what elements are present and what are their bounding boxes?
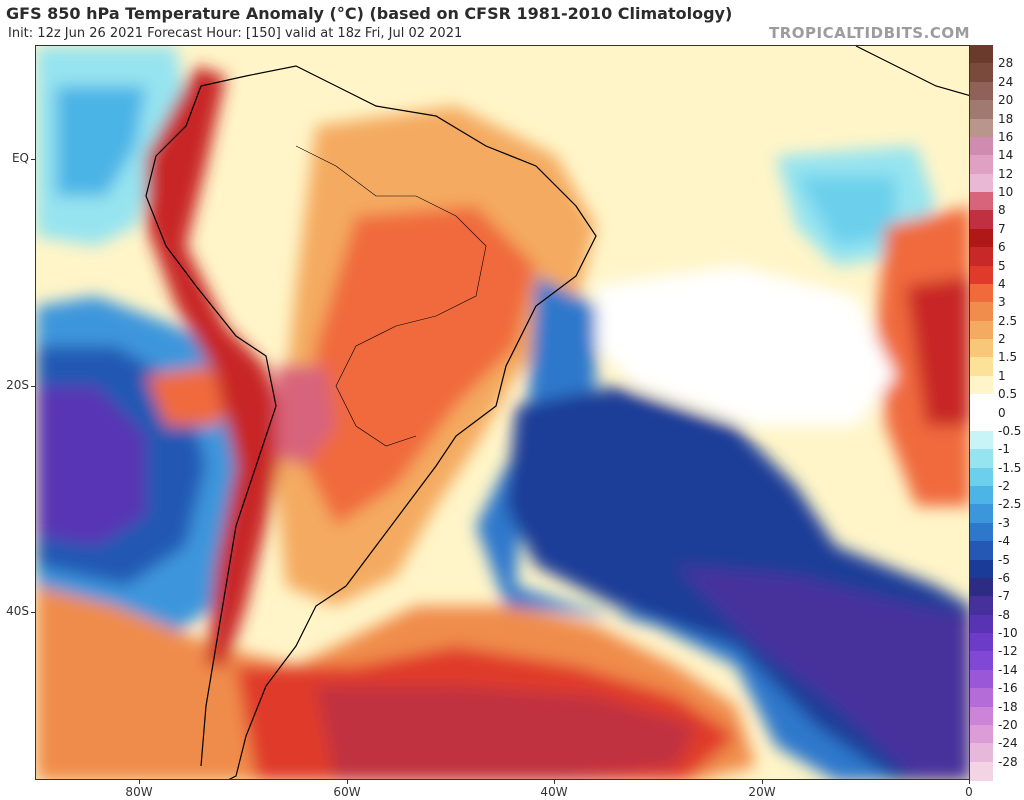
brand-watermark: TROPICALTIDBITS.COM (769, 24, 970, 42)
legend-swatch (970, 430, 993, 450)
legend-swatch (970, 192, 993, 211)
legend-swatch (970, 651, 993, 671)
legend-swatch (970, 412, 993, 432)
lat-label-20s: 20S (6, 378, 29, 392)
legend-label: 1 (998, 368, 1006, 383)
legend-swatch (970, 210, 993, 230)
legend-label: -8 (998, 607, 1010, 622)
legend-label: -2 (998, 479, 1010, 493)
legend-swatch (970, 339, 993, 358)
legend-label: -18 (998, 699, 1018, 714)
legend-swatch (970, 688, 993, 707)
legend-label: -0.5 (998, 423, 1022, 438)
legend-swatch (970, 596, 993, 616)
map-title: GFS 850 hPa Temperature Anomaly (°C) (ba… (6, 4, 733, 23)
legend-swatch (970, 743, 993, 763)
lat-label-40s: 40S (6, 604, 29, 618)
anomaly-map (35, 45, 970, 780)
lon-label-40w: 40W (540, 785, 568, 799)
legend-swatch-top (970, 45, 993, 64)
legend-swatch (970, 118, 993, 138)
legend-swatch (970, 100, 993, 119)
legend-label: 10 (998, 185, 1014, 199)
legend-swatch (970, 761, 993, 781)
legend-label: -20 (998, 717, 1018, 732)
legend-swatch (970, 63, 993, 83)
legend-label: 16 (998, 129, 1014, 144)
legend-label: 14 (998, 148, 1014, 163)
legend-label: -4 (998, 534, 1010, 549)
legend-label: 6 (998, 240, 1006, 255)
legend-swatch (970, 522, 993, 542)
legend-swatch (970, 486, 993, 505)
legend-label: -14 (998, 662, 1018, 677)
run-info: Init: 12z Jun 26 2021 Forecast Hour: [15… (8, 26, 463, 41)
lon-label-60w: 60W (333, 785, 361, 799)
legend-swatch (970, 614, 993, 634)
legend-swatch (970, 504, 993, 524)
legend-label: 1.5 (998, 350, 1018, 365)
legend-swatch (970, 577, 993, 597)
legend-swatch (970, 357, 993, 377)
legend-label: -2.5 (998, 497, 1022, 512)
legend-label: -10 (998, 626, 1018, 640)
legend-swatch (970, 467, 993, 487)
legend-label: 0.5 (998, 387, 1018, 402)
legend-swatch (970, 228, 993, 248)
legend-label: -1 (998, 442, 1010, 457)
coastlines (145, 46, 969, 779)
legend-swatch (970, 320, 993, 340)
lat-label-eq: EQ (11, 151, 29, 165)
anomaly-field (36, 46, 969, 779)
legend-swatch (970, 375, 993, 395)
color-scale-legend (970, 45, 993, 781)
legend-label: 12 (998, 166, 1014, 181)
legend-swatch (970, 283, 993, 303)
legend-label: 18 (998, 111, 1014, 126)
legend-swatch (970, 633, 993, 652)
legend-swatch (970, 394, 993, 413)
legend-label: -5 (998, 552, 1010, 567)
legend-label: 2.5 (998, 313, 1018, 328)
legend-swatch (970, 136, 993, 156)
legend-label: 4 (998, 276, 1006, 291)
legend-label: -7 (998, 589, 1010, 604)
legend-swatch (970, 559, 993, 579)
lon-label-0: 0 (965, 785, 973, 799)
legend-label: 2 (998, 332, 1006, 346)
legend-swatch (970, 706, 993, 726)
legend-label: -6 (998, 570, 1010, 585)
legend-label: -3 (998, 515, 1010, 530)
legend-label: -12 (998, 644, 1018, 659)
legend-swatch (970, 173, 993, 193)
lon-label-20w: 20W (748, 785, 776, 799)
legend-label: 0 (998, 405, 1006, 420)
legend-label: 3 (998, 295, 1006, 310)
legend-swatch (970, 541, 993, 560)
legend-label: -16 (998, 681, 1018, 696)
legend-swatch (970, 81, 993, 101)
legend-swatch (970, 155, 993, 175)
legend-label: -28 (998, 754, 1018, 769)
legend-swatch (970, 302, 993, 322)
legend-label: -1.5 (998, 460, 1022, 475)
legend-swatch (970, 265, 993, 285)
legend-label: 7 (998, 221, 1006, 236)
legend-label: -24 (998, 736, 1018, 751)
legend-swatch (970, 247, 993, 266)
legend-swatch (970, 449, 993, 469)
legend-label: 24 (998, 74, 1014, 89)
legend-swatch (970, 669, 993, 689)
legend-swatch (970, 724, 993, 744)
legend-label: 5 (998, 258, 1006, 273)
lon-label-80w: 80W (125, 785, 153, 799)
legend-label: 20 (998, 93, 1014, 108)
legend-label: 8 (998, 203, 1006, 218)
legend-label: 28 (998, 56, 1014, 71)
